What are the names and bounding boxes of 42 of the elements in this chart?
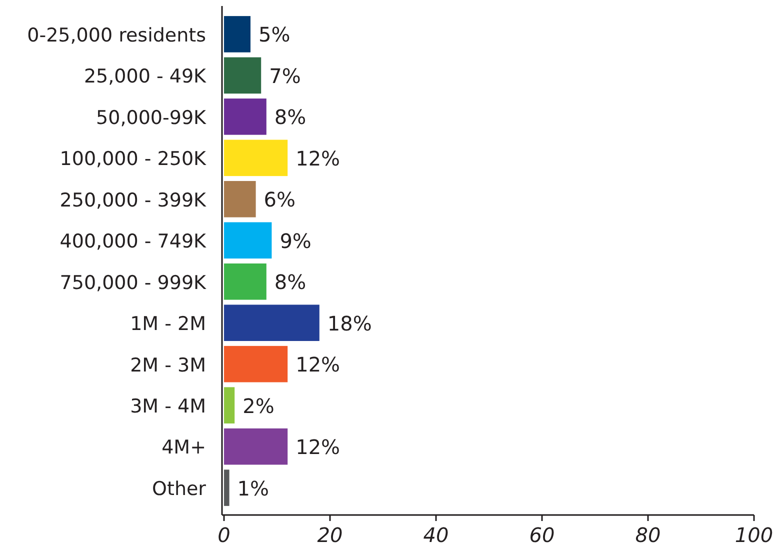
data-label: 12% bbox=[296, 146, 340, 170]
bar bbox=[224, 181, 256, 218]
y-tick-label: 0-25,000 residents bbox=[27, 24, 206, 46]
y-tick-label: 25,000 - 49K bbox=[84, 66, 207, 88]
data-label: 5% bbox=[258, 22, 290, 47]
data-label: 1% bbox=[237, 476, 270, 500]
data-label: 2% bbox=[242, 394, 274, 418]
data-label: 12% bbox=[296, 435, 340, 460]
y-tick-label: 4M+ bbox=[162, 436, 206, 459]
bar bbox=[224, 16, 250, 52]
data-label: 9% bbox=[280, 228, 312, 253]
data-label: 12% bbox=[296, 352, 340, 377]
y-tick-label: 100,000 - 250K bbox=[60, 148, 207, 170]
y-tick-label: 250,000 - 399K bbox=[60, 189, 207, 212]
bar bbox=[224, 346, 288, 382]
y-tick-label: 2M - 3M bbox=[130, 354, 206, 376]
bar bbox=[224, 222, 272, 259]
bar bbox=[224, 98, 266, 135]
data-label: 18% bbox=[327, 311, 372, 336]
x-tick-label: 60 bbox=[529, 523, 555, 547]
bar bbox=[224, 470, 230, 506]
bar bbox=[224, 57, 262, 94]
data-label: 6% bbox=[264, 188, 296, 212]
x-tick-label: 100 bbox=[734, 523, 773, 547]
x-tick-label: 80 bbox=[635, 523, 661, 547]
bar bbox=[224, 304, 320, 341]
data-label: 8% bbox=[274, 105, 306, 130]
data-label: 7% bbox=[269, 64, 301, 88]
y-tick-label: 400,000 - 749K bbox=[60, 230, 207, 253]
bar bbox=[224, 140, 288, 176]
bar bbox=[224, 428, 288, 465]
data-label: 8% bbox=[274, 270, 306, 294]
bar bbox=[224, 263, 266, 300]
y-tick-label: Other bbox=[152, 478, 206, 500]
y-tick-label: 50,000-99K bbox=[96, 106, 207, 129]
y-tick-label: 750,000 - 999K bbox=[60, 272, 207, 294]
x-tick-label: 20 bbox=[317, 523, 343, 547]
y-tick-label: 3M - 4M bbox=[130, 396, 206, 418]
x-tick-label: 40 bbox=[423, 523, 449, 547]
y-tick-label: 1M - 2M bbox=[130, 313, 206, 336]
x-tick-label: 0 bbox=[218, 523, 230, 547]
bar bbox=[224, 387, 235, 424]
